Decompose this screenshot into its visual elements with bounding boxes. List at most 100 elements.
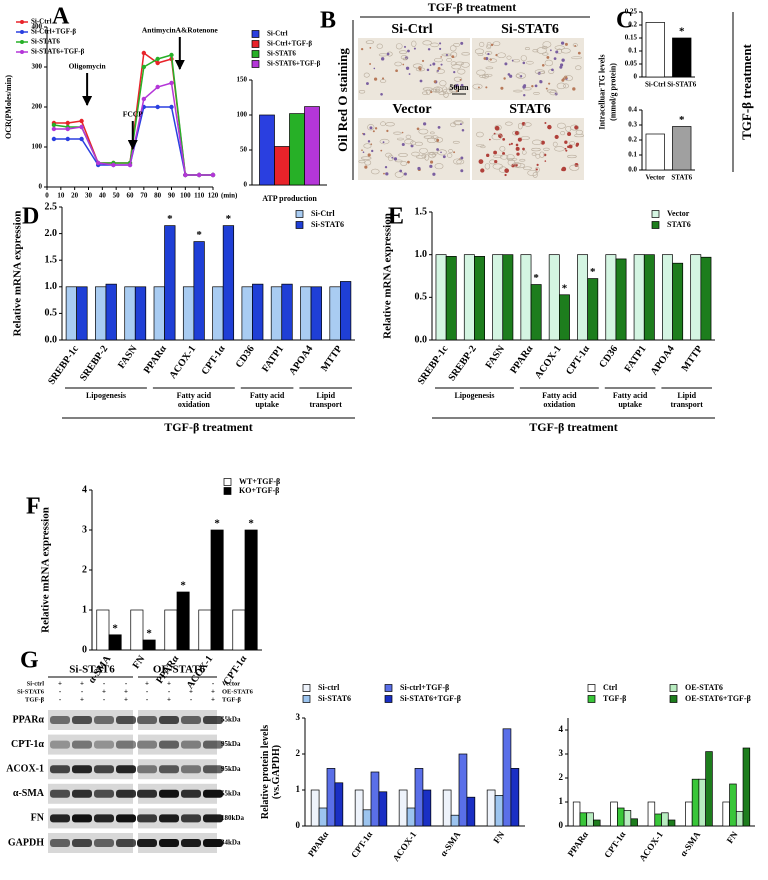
blot-band (203, 789, 223, 798)
cell (512, 130, 521, 136)
cell (461, 52, 470, 56)
significance: * (180, 580, 186, 592)
data-point (51, 122, 57, 128)
series-line (53, 82, 213, 176)
blot-band (116, 814, 136, 823)
legend-label: Si-STAT6+TGF-β (267, 60, 321, 68)
cell (476, 131, 484, 138)
legend-marker (20, 50, 24, 54)
y-tick-label: 0.2 (628, 21, 637, 29)
condition-sign: - (190, 696, 193, 704)
lipid-droplet (426, 68, 430, 72)
blot-group: Si-STAT6 (69, 664, 115, 676)
bar (193, 241, 205, 341)
condition-label: TGF-β (25, 696, 45, 703)
significance: * (112, 622, 118, 634)
legend-swatch (651, 210, 660, 218)
cell (404, 138, 414, 145)
cell (557, 122, 566, 129)
significance: * (590, 266, 596, 278)
cell (519, 158, 526, 162)
data-point (155, 60, 160, 66)
bar (617, 807, 625, 827)
lipid-droplet (575, 144, 579, 147)
cell (527, 169, 538, 176)
data-point (111, 162, 116, 168)
bar (300, 286, 312, 341)
legend-label: Si-Ctrl+TGF-β (31, 28, 76, 36)
panel-letter: E (388, 204, 404, 230)
bar (164, 609, 178, 651)
x-tick-label: ACOX-1 (533, 344, 564, 381)
cell (367, 124, 375, 131)
blot-band (116, 716, 136, 724)
bar (310, 286, 322, 341)
cell (492, 41, 501, 47)
blot-band (159, 716, 179, 724)
data-point (169, 52, 174, 58)
bar (398, 789, 408, 827)
lipid-droplet (460, 123, 462, 126)
data-point (79, 118, 84, 124)
x-tick-label: PPARα (142, 343, 169, 375)
lipid-droplet (534, 84, 538, 88)
y-tick-label: 0.1 (628, 47, 637, 55)
legend-swatch (251, 30, 260, 38)
cell (365, 40, 375, 44)
y-tick-label: 0.15 (625, 34, 638, 42)
cell (541, 45, 548, 50)
x-tick-label: FATP1 (623, 344, 649, 375)
cell (452, 140, 460, 144)
bar (124, 286, 136, 341)
y-tick-label: 2 (296, 748, 301, 758)
cell (432, 86, 443, 94)
lipid-droplet (373, 77, 378, 81)
legend-swatch (669, 684, 678, 692)
blot-band (72, 716, 92, 724)
cell (520, 55, 527, 62)
lipid-droplet (548, 82, 551, 85)
cell (567, 154, 577, 159)
bar (198, 609, 212, 651)
cell (575, 129, 583, 135)
lipid-droplet (568, 144, 573, 149)
cell (571, 56, 582, 60)
legend-label: KO+TGF-β (239, 486, 279, 495)
bar (654, 813, 662, 827)
data-point (169, 104, 174, 110)
cell (446, 58, 452, 62)
lipid-droplet (539, 80, 542, 82)
blot-band (116, 765, 136, 774)
blot-band (50, 765, 70, 774)
data-point (210, 172, 216, 178)
cell (505, 121, 513, 126)
bar (558, 294, 570, 341)
cell (370, 168, 380, 175)
bar (672, 37, 692, 78)
x-tick-label: FASN (484, 343, 508, 371)
cell (533, 91, 540, 95)
blot-band (181, 814, 201, 823)
group-label: oxidation (543, 400, 576, 409)
scale-bar-label: 50μm (449, 83, 469, 92)
condition-sign: - (103, 680, 106, 688)
cell (430, 42, 439, 48)
cell (393, 131, 402, 135)
lipid-droplet (364, 165, 368, 169)
condition-sign: - (212, 680, 215, 688)
lipid-droplet (436, 69, 439, 72)
y-tick-label: 1.5 (45, 254, 58, 265)
lipid-droplet (384, 166, 388, 169)
column-label: Si-STAT6 (501, 22, 559, 37)
bar (615, 258, 627, 341)
cell (358, 159, 366, 164)
y-tick-label: 0 (634, 73, 638, 81)
cell (522, 87, 532, 91)
y-axis-label: OCR(PMoles/min) (4, 75, 13, 139)
condition-sign: - (81, 688, 84, 696)
bar (647, 801, 656, 827)
legend-swatch (587, 684, 596, 692)
cell (479, 74, 487, 78)
lipid-droplet (429, 164, 433, 168)
